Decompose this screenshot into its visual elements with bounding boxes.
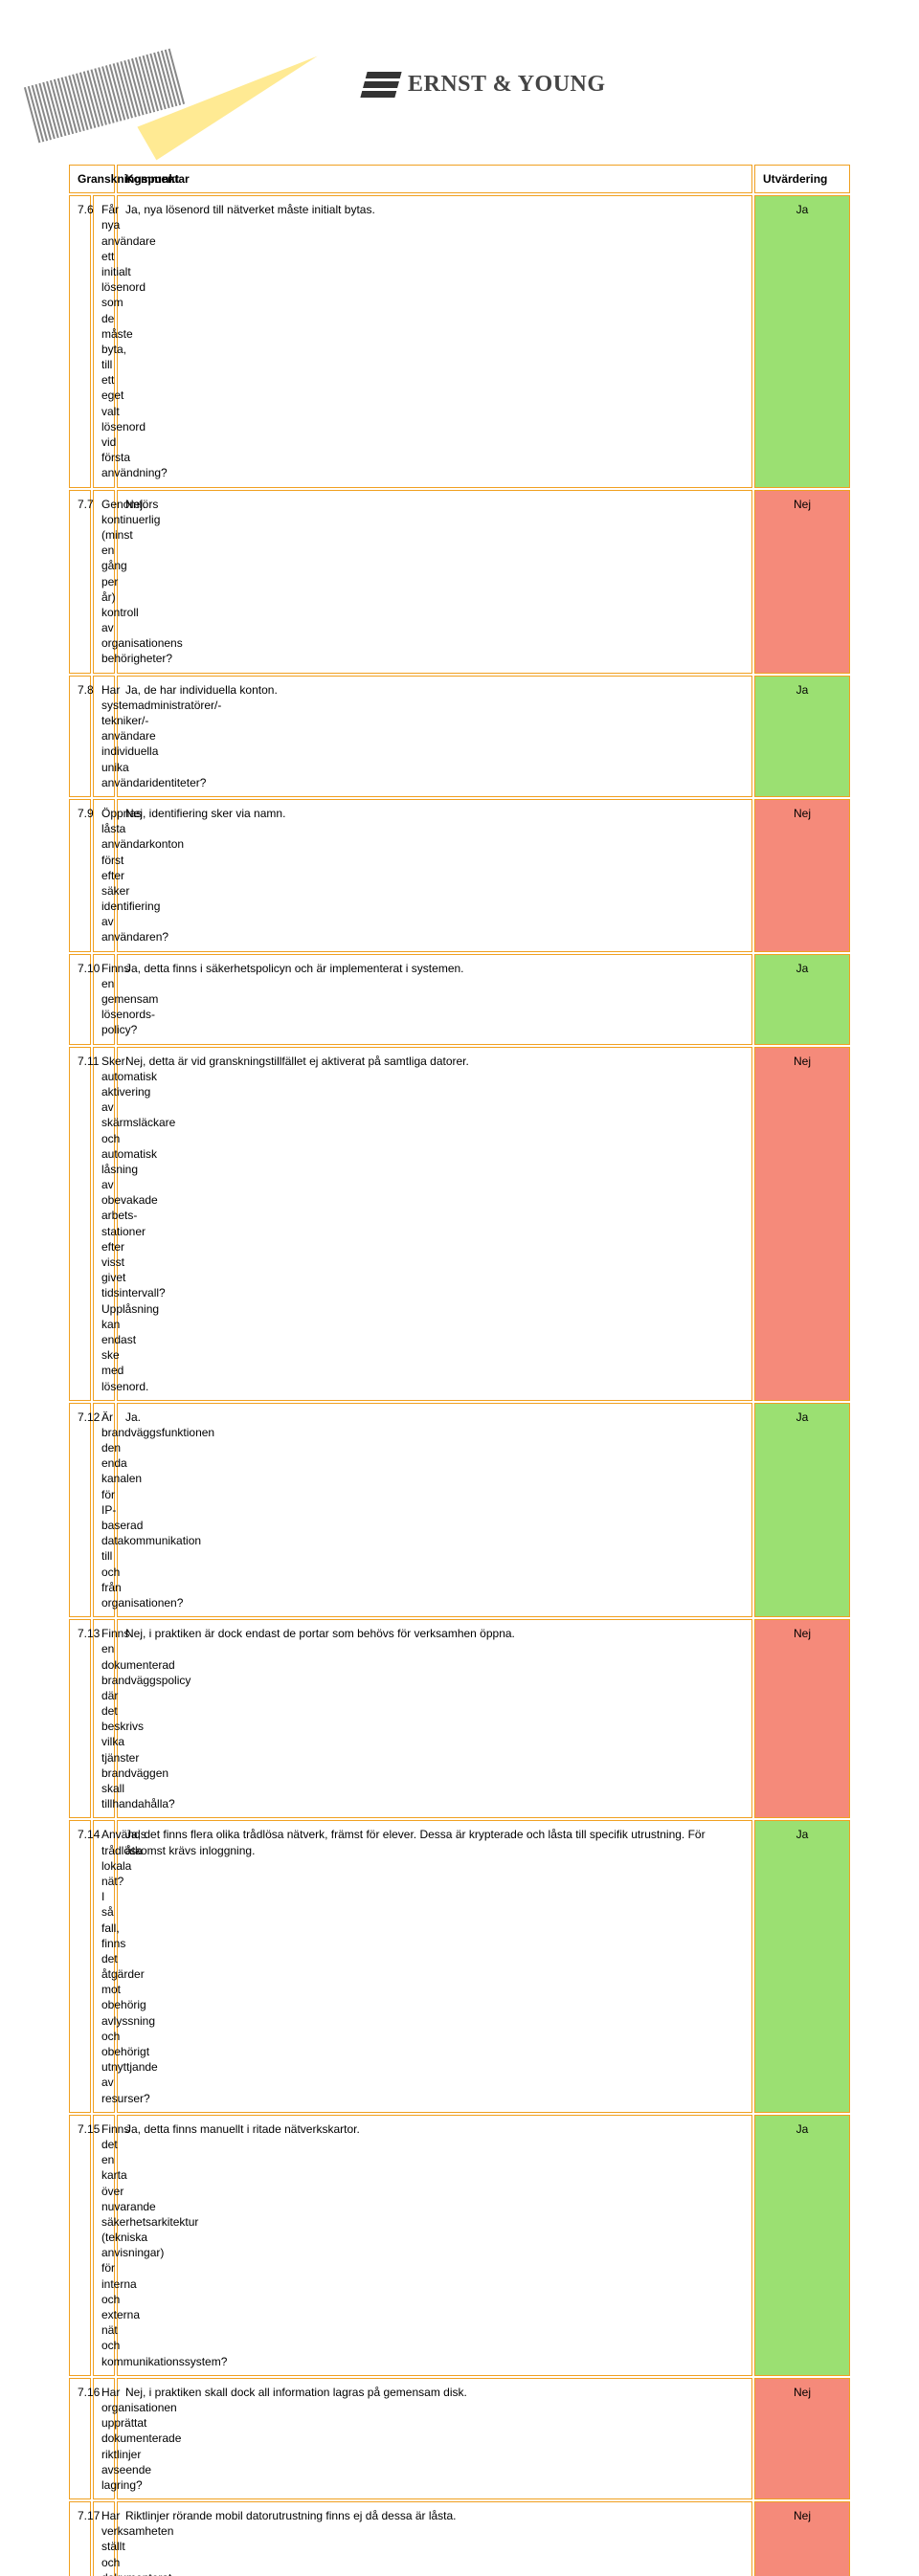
row-number: 7.13 [69, 1619, 91, 1818]
question-cell: Finns en dokumenterad brandväggspolicy d… [93, 1619, 115, 1818]
table-row: 7.17Har verksamheten ställt och dokument… [69, 2501, 850, 2576]
evaluation-cell: Nej [754, 2501, 850, 2576]
row-number: 7.17 [69, 2501, 91, 2576]
comment-cell: Nej, i praktiken skall dock all informat… [117, 2378, 752, 2499]
evaluation-cell: Ja [754, 1403, 850, 1617]
row-number: 7.7 [69, 490, 91, 674]
table-row: 7.11Sker automatisk aktivering av skärms… [69, 1047, 850, 1401]
header-granskningspunkt: Granskningspunkt [69, 165, 115, 193]
evaluation-cell: Ja [754, 676, 850, 797]
table-row: 7.8Har systemadministratörer/-tekniker/-… [69, 676, 850, 797]
question-cell: Får nya användare ett initialt lösenord … [93, 195, 115, 487]
evaluation-cell: Ja [754, 1820, 850, 2112]
table-row: 7.9Öppnas låsta användarkonton först eft… [69, 799, 850, 952]
table-row: 7.14Används trådlösa lokala nät? I så fa… [69, 1820, 850, 2112]
logo-mark-icon [360, 72, 401, 98]
table-row: 7.12Är brandväggsfunktionen den enda kan… [69, 1403, 850, 1617]
evaluation-cell: Nej [754, 490, 850, 674]
table-header-row: Granskningspunkt Kommentar Utvärdering [69, 165, 850, 193]
logo-text: ERNST & YOUNG [408, 72, 606, 98]
header-utvardering: Utvärdering [754, 165, 850, 193]
evaluation-cell: Nej [754, 1047, 850, 1401]
row-number: 7.14 [69, 1820, 91, 2112]
comment-cell: Ja, de har individuella konton. [117, 676, 752, 797]
comment-cell: Ja, detta finns manuellt i ritade nätver… [117, 2115, 752, 2376]
question-cell: Används trådlösa lokala nät? I så fall, … [93, 1820, 115, 2112]
question-cell: Öppnas låsta användarkonton först efter … [93, 799, 115, 952]
question-cell: Sker automatisk aktivering av skärmsläck… [93, 1047, 115, 1401]
row-number: 7.9 [69, 799, 91, 952]
evaluation-cell: Nej [754, 2378, 850, 2499]
row-number: 7.15 [69, 2115, 91, 2376]
comment-cell: Riktlinjer rörande mobil datorutrustning… [117, 2501, 752, 2576]
table-row: 7.15Finns det en karta över nuvarande sä… [69, 2115, 850, 2376]
row-number: 7.8 [69, 676, 91, 797]
row-number: 7.6 [69, 195, 91, 487]
table-row: 7.10Finns en gemensam lösenords-policy?J… [69, 954, 850, 1045]
comment-cell: Nej, identifiering sker via namn. [117, 799, 752, 952]
evaluation-cell: Ja [754, 195, 850, 487]
comment-cell: Nej, i praktiken är dock endast de porta… [117, 1619, 752, 1818]
table-row: 7.6Får nya användare ett initialt löseno… [69, 195, 850, 487]
question-cell: Har systemadministratörer/-tekniker/-anv… [93, 676, 115, 797]
comment-cell: Ja. [117, 1403, 752, 1617]
logo: ERNST & YOUNG [364, 72, 606, 98]
comment-cell: Nej. [117, 490, 752, 674]
comment-cell: Nej, detta är vid granskningstillfället … [117, 1047, 752, 1401]
table-row: 7.7Genomförs kontinuerlig (minst en gång… [69, 490, 850, 674]
review-table: Granskningspunkt Kommentar Utvärdering 7… [67, 163, 852, 2576]
row-number: 7.16 [69, 2378, 91, 2499]
row-number: 7.12 [69, 1403, 91, 1617]
row-number: 7.10 [69, 954, 91, 1045]
comment-cell: Ja, det finns flera olika trådlösa nätve… [117, 1820, 752, 2112]
evaluation-cell: Ja [754, 2115, 850, 2376]
table-row: 7.16Har organisationen upprättat dokumen… [69, 2378, 850, 2499]
comment-cell: Ja, detta finns i säkerhetspolicyn och ä… [117, 954, 752, 1045]
evaluation-cell: Nej [754, 1619, 850, 1818]
question-cell: Genomförs kontinuerlig (minst en gång pe… [93, 490, 115, 674]
row-number: 7.11 [69, 1047, 91, 1401]
evaluation-cell: Nej [754, 799, 850, 952]
header-kommentar: Kommentar [117, 165, 752, 193]
question-cell: Är brandväggsfunktionen den enda kanalen… [93, 1403, 115, 1617]
comment-cell: Ja, nya lösenord till nätverket måste in… [117, 195, 752, 487]
evaluation-cell: Ja [754, 954, 850, 1045]
page-header: ERNST & YOUNG [67, 29, 852, 153]
table-row: 7.13Finns en dokumenterad brandväggspoli… [69, 1619, 850, 1818]
question-cell: Finns det en karta över nuvarande säkerh… [93, 2115, 115, 2376]
